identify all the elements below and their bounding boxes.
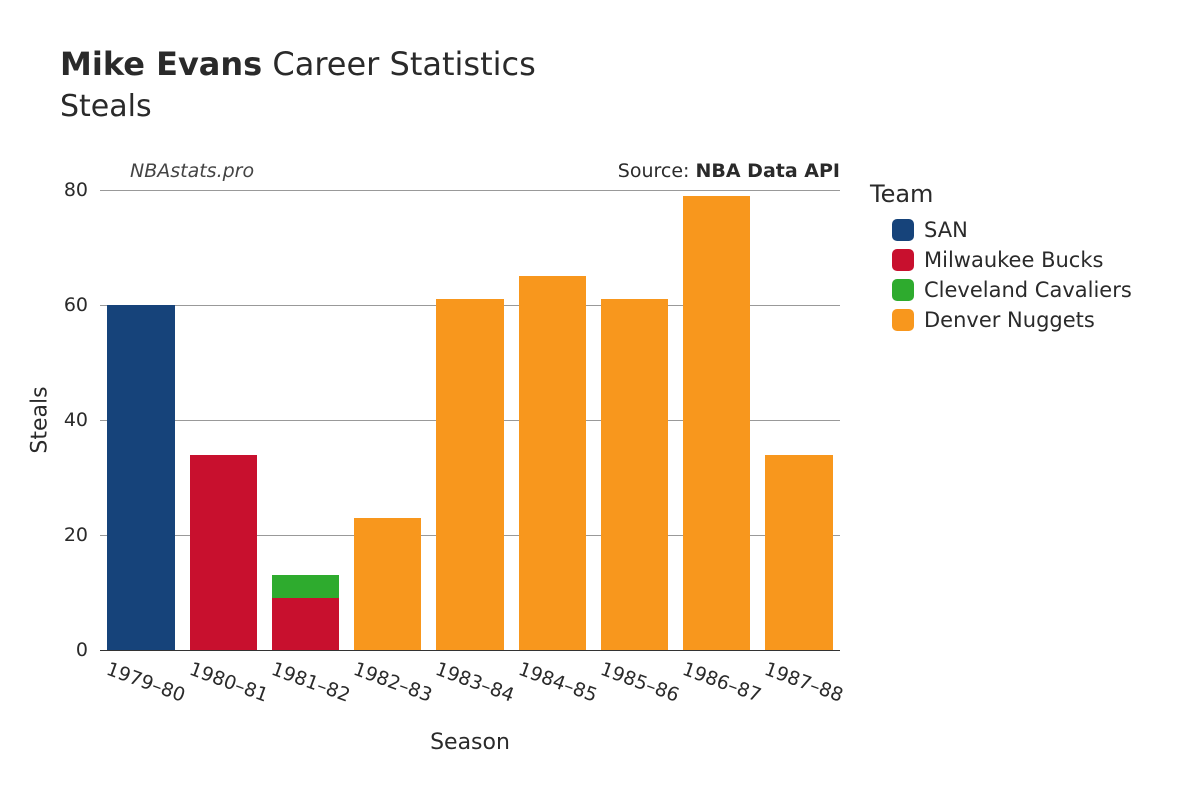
legend-item: Milwaukee Bucks — [892, 248, 1132, 272]
title-suffix: Career Statistics — [272, 45, 535, 83]
x-tick-label: 1984–85 — [515, 658, 600, 707]
gridline — [100, 190, 840, 191]
x-axis-label: Season — [430, 730, 510, 755]
title-block: Mike Evans Career Statistics Steals — [60, 45, 536, 124]
source-attribution: Source: NBA Data API — [618, 160, 840, 182]
legend-swatch — [892, 279, 914, 301]
legend-swatch — [892, 219, 914, 241]
x-tick-label: 1986–87 — [679, 658, 764, 707]
bar-segment — [436, 299, 503, 650]
figure: Mike Evans Career Statistics Steals NBAs… — [0, 0, 1200, 800]
legend-label: Denver Nuggets — [924, 308, 1095, 332]
title-player: Mike Evans — [60, 45, 262, 83]
y-tick-label: 80 — [48, 179, 88, 201]
axis-baseline — [100, 650, 840, 651]
bar-segment — [107, 305, 174, 650]
legend-item: Cleveland Cavaliers — [892, 278, 1132, 302]
x-tick-label: 1982–83 — [351, 658, 436, 707]
bar-segment — [519, 276, 586, 650]
x-tick-label: 1987–88 — [762, 658, 847, 707]
x-tick-label: 1983–84 — [433, 658, 518, 707]
bar-segment — [354, 518, 421, 650]
legend-title: Team — [870, 180, 1132, 208]
legend-label: Cleveland Cavaliers — [924, 278, 1132, 302]
bar-segment — [765, 455, 832, 651]
x-tick-label: 1985–86 — [597, 658, 682, 707]
x-tick-label: 1981–82 — [268, 658, 353, 707]
x-tick-label: 1979–80 — [104, 658, 189, 707]
watermark-text: NBAstats.pro — [130, 160, 254, 182]
legend-label: Milwaukee Bucks — [924, 248, 1103, 272]
y-axis-label: Steals — [28, 386, 53, 453]
y-tick-label: 20 — [48, 524, 88, 546]
legend-swatch — [892, 309, 914, 331]
y-tick-label: 60 — [48, 294, 88, 316]
bar-segment — [272, 598, 339, 650]
legend-item: Denver Nuggets — [892, 308, 1132, 332]
legend-label: SAN — [924, 218, 968, 242]
y-tick-label: 40 — [48, 409, 88, 431]
bar-segment — [190, 455, 257, 651]
bar-segment — [272, 575, 339, 598]
x-tick-label: 1980–81 — [186, 658, 271, 707]
legend-item: SAN — [892, 218, 1132, 242]
chart-subtitle: Steals — [60, 89, 536, 124]
source-prefix: Source: — [618, 160, 696, 182]
source-name: NBA Data API — [695, 160, 840, 182]
legend: Team SAN Milwaukee Bucks Cleveland Cavalie… — [870, 180, 1132, 338]
bar-segment — [601, 299, 668, 650]
chart-title: Mike Evans Career Statistics — [60, 45, 536, 83]
bars-container: 0204060801979–801980–811981–821982–83198… — [100, 190, 840, 650]
legend-swatch — [892, 249, 914, 271]
y-tick-label: 0 — [48, 639, 88, 661]
bar-segment — [683, 196, 750, 650]
plot-area: NBAstats.pro Source: NBA Data API 020406… — [100, 190, 840, 650]
